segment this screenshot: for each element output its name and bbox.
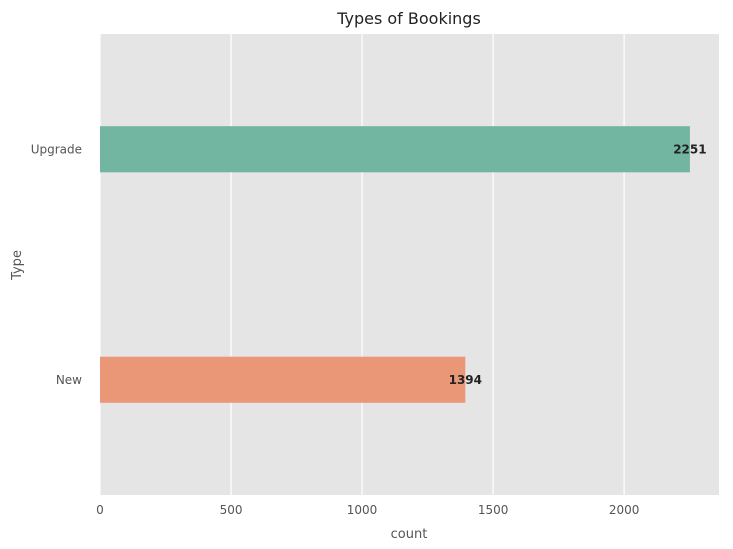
bar-value-labels: 2251 1394: [449, 142, 707, 387]
x-axis-label: count: [391, 527, 428, 542]
bar-value-label-upgrade: 2251: [673, 142, 706, 156]
y-tick-labels: Upgrade New: [31, 142, 82, 387]
x-tick-label-500: 500: [220, 503, 243, 517]
gridlines: [99, 34, 625, 495]
x-tick-labels: 0 500 1000 1500 2000: [96, 503, 639, 517]
x-tick-label-1500: 1500: [478, 503, 509, 517]
x-tick-label-1000: 1000: [347, 503, 378, 517]
y-tick-label-new: New: [56, 373, 82, 387]
plot-area: [100, 34, 719, 495]
bar-new: [100, 356, 466, 403]
x-tick-label-2000: 2000: [609, 503, 640, 517]
bar-value-label-new: 1394: [449, 373, 482, 387]
chart-title: Types of Bookings: [336, 9, 481, 28]
bar-upgrade: [100, 126, 690, 173]
y-tick-label-upgrade: Upgrade: [31, 142, 82, 156]
x-tick-label-0: 0: [96, 503, 104, 517]
y-axis-label: Type: [10, 250, 25, 281]
bars: [100, 126, 690, 403]
